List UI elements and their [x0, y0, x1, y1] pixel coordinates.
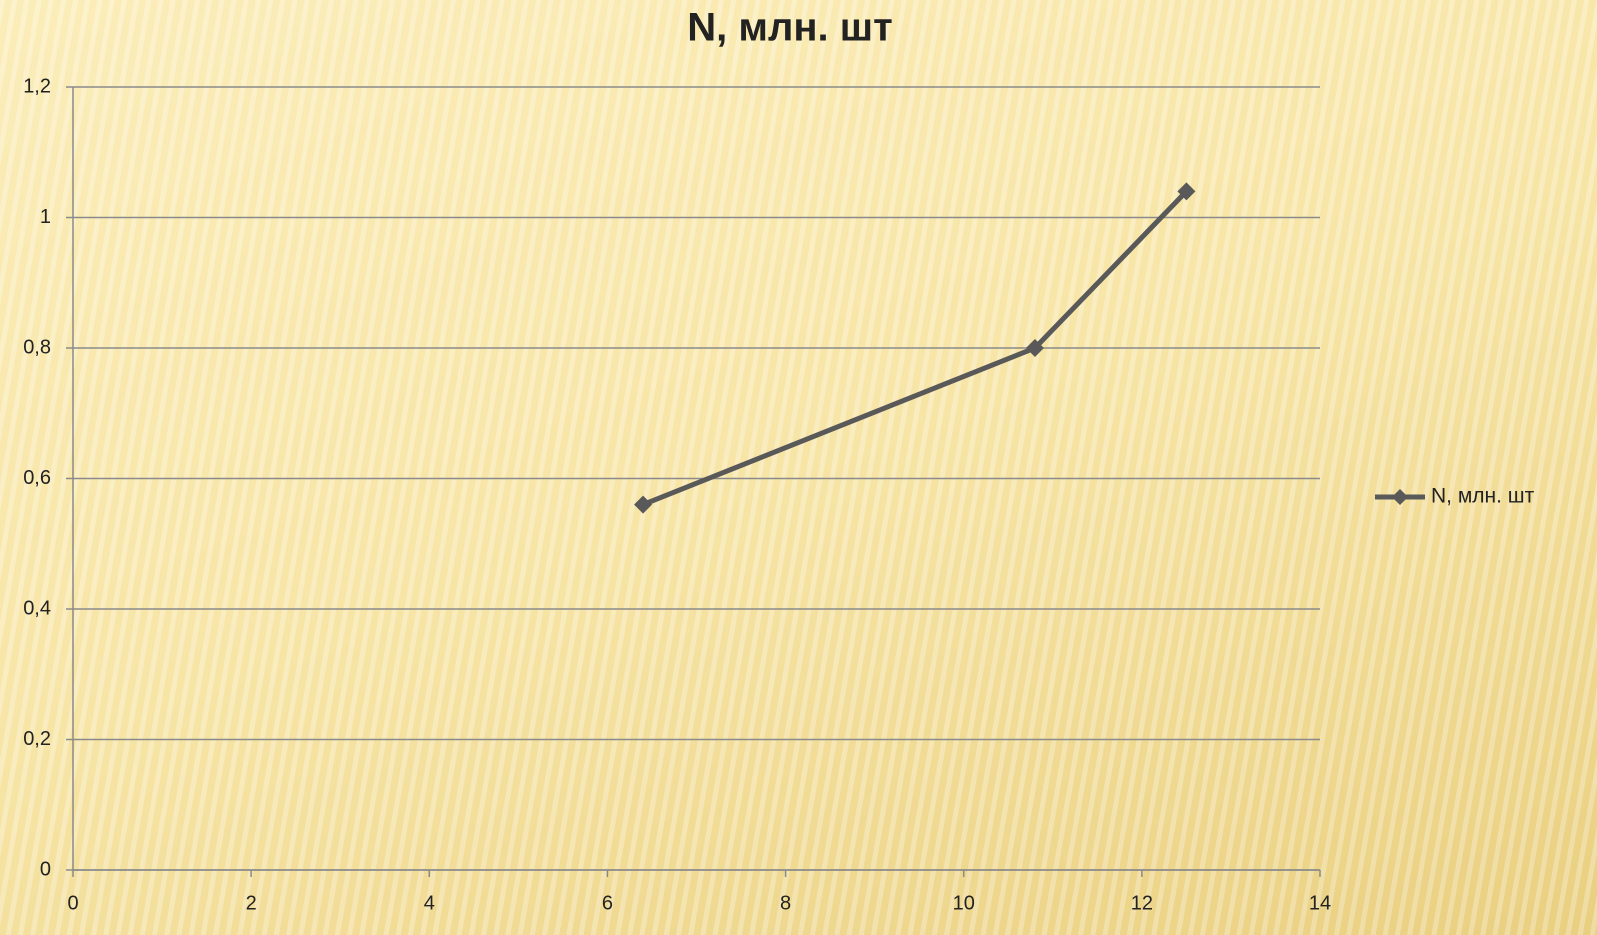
marker: [1177, 182, 1196, 201]
x-tick-label: 8: [780, 892, 791, 914]
y-tick-label: 0,2: [23, 728, 51, 750]
y-tick-label: 0,6: [23, 467, 51, 489]
legend-marker: [1392, 489, 1408, 505]
y-tick-label: 0,8: [23, 336, 51, 358]
x-tick-label: 12: [1131, 892, 1153, 914]
chart-title: N, млн. шт: [687, 6, 892, 50]
x-tick-label: 10: [953, 892, 975, 914]
y-tick-label: 0,4: [23, 597, 51, 619]
marker: [1025, 339, 1044, 357]
x-tick-label: 2: [246, 892, 257, 914]
legend-label: N, млн. шт: [1431, 485, 1535, 508]
y-tick-label: 0: [40, 858, 51, 880]
x-tick-label: 4: [424, 892, 435, 914]
y-tick-label: 1: [40, 206, 51, 228]
x-tick-label: 14: [1309, 892, 1331, 914]
x-tick-label: 6: [602, 892, 613, 914]
y-tick-label: 1,2: [23, 75, 51, 97]
x-tick-label: 0: [67, 892, 78, 914]
marker: [634, 495, 653, 514]
